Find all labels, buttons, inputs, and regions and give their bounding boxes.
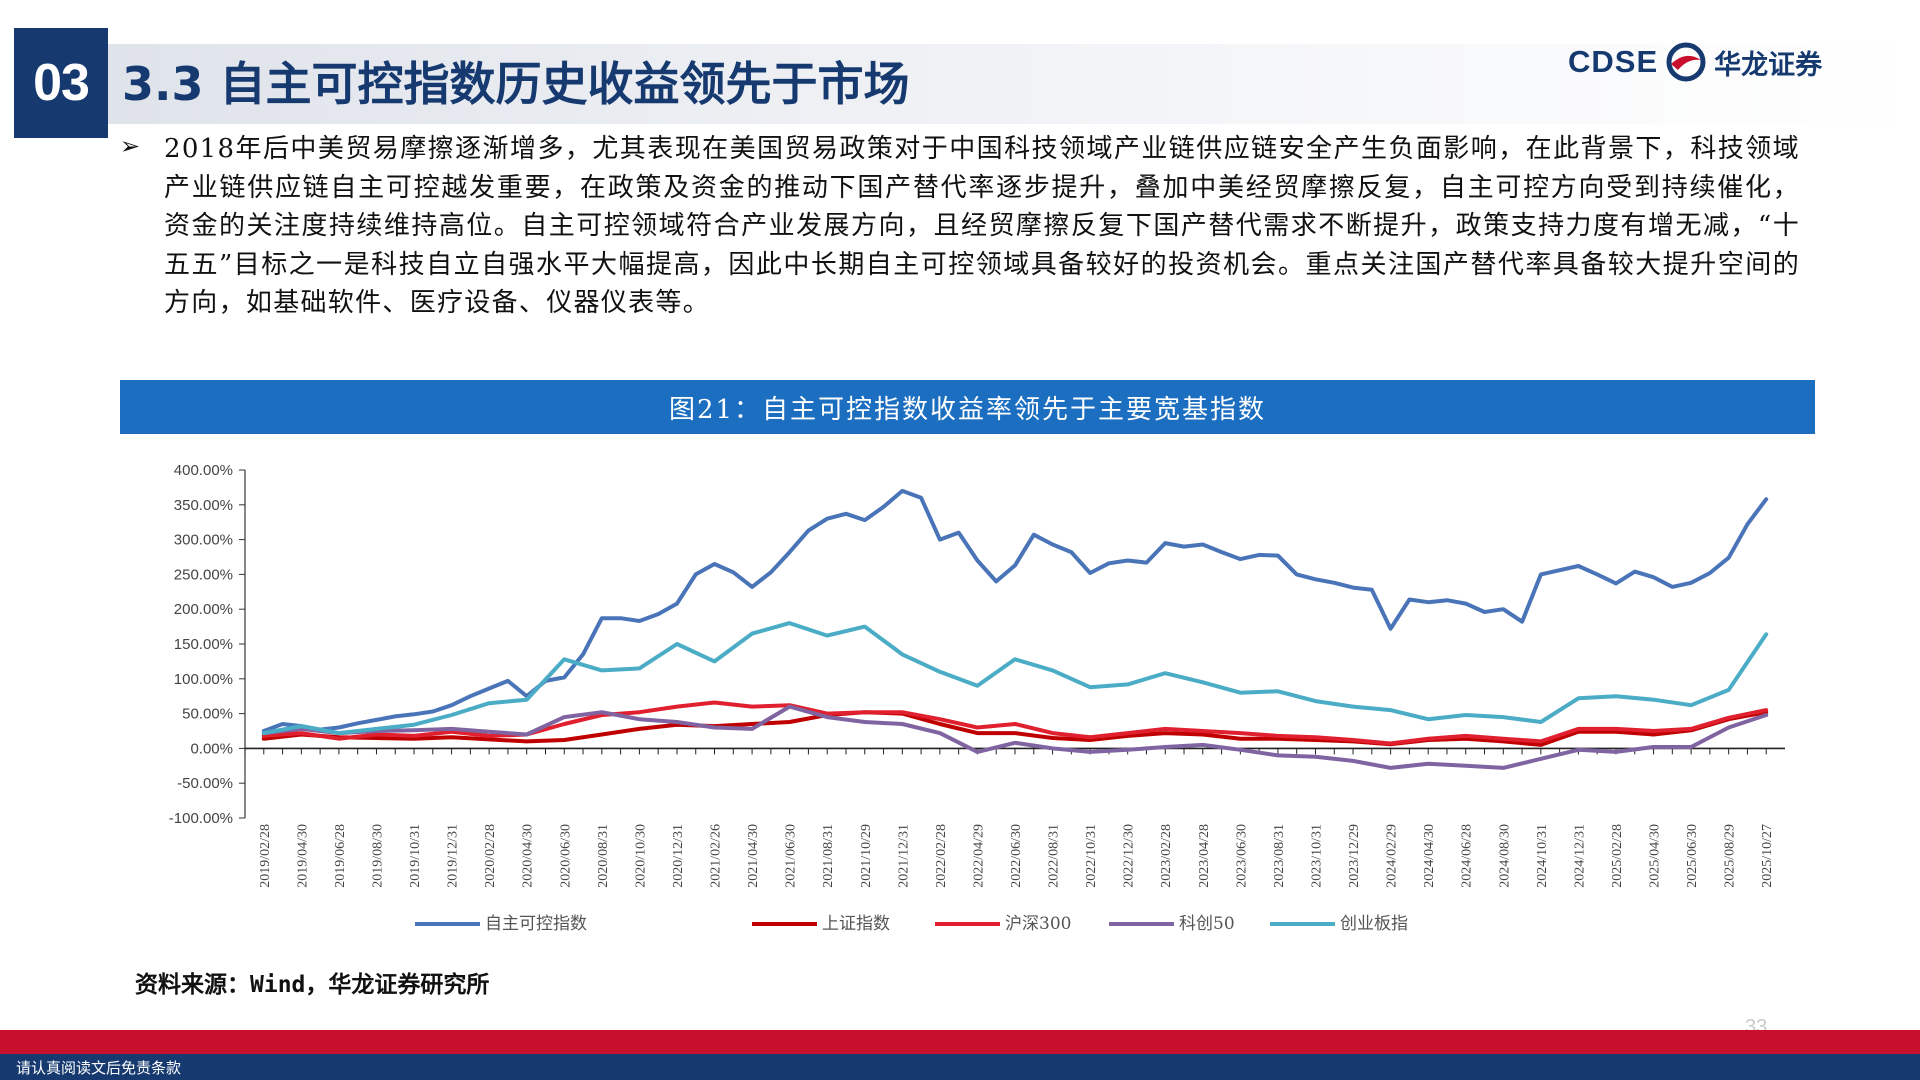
x-tick-label: 2025/08/29 — [1723, 824, 1738, 888]
series-line-2 — [261, 710, 1769, 747]
dragon-logo-icon — [1666, 42, 1706, 82]
x-tick-label: 2019/08/30 — [370, 824, 385, 888]
y-tick-label: 200.00% — [174, 601, 233, 618]
y-tick-label: 400.00% — [174, 462, 233, 479]
figure-caption: 图21：自主可控指数收益率领先于主要宽基指数 — [668, 394, 1267, 425]
x-tick-label: 2023/12/29 — [1347, 824, 1362, 888]
x-tick-label: 2021/12/31 — [896, 824, 911, 888]
x-tick-label: 2022/08/31 — [1047, 824, 1062, 888]
x-tick-label: 2019/12/31 — [446, 824, 461, 888]
x-tick-label: 2020/04/30 — [521, 824, 536, 888]
data-source: 资料来源：Wind，华龙证券研究所 — [135, 972, 490, 998]
x-tick-label: 2023/02/28 — [1159, 824, 1174, 888]
series-line-5 — [261, 621, 1769, 736]
y-tick-label: 300.00% — [174, 532, 233, 549]
x-tick-label: 2021/06/30 — [784, 824, 799, 888]
x-tick-label: 2019/10/31 — [408, 824, 423, 888]
x-tick-label: 2023/04/28 — [1197, 824, 1212, 888]
x-tick-label: 2023/06/30 — [1234, 824, 1249, 888]
x-tick-label: 2025/04/30 — [1648, 824, 1663, 888]
x-tick-label: 2023/10/31 — [1309, 824, 1324, 888]
x-tick-label: 2019/06/28 — [333, 824, 348, 888]
x-tick-label: 2019/02/28 — [258, 824, 273, 888]
x-tick-label: 2020/10/30 — [633, 824, 648, 888]
y-tick-label: 250.00% — [174, 566, 233, 583]
legend-label: 上证指数 — [822, 914, 890, 934]
x-tick-label: 2022/12/30 — [1122, 824, 1137, 888]
logo-chinese-name: 华龙证券 — [1714, 49, 1823, 81]
x-tick-label: 2025/10/27 — [1760, 824, 1775, 888]
y-tick-label: 150.00% — [174, 636, 233, 653]
bullet-paragraph: ➢ 2018年后中美贸易摩擦逐渐增多，尤其表现在美国贸易政策对于中国科技领域产业… — [120, 130, 1800, 323]
x-tick-label: 2022/06/30 — [1009, 824, 1024, 888]
line-chart: 400.00% 350.00% 300.00% 250.00% 200.00% 150.0… — [169, 462, 1785, 934]
x-tick-label: 2022/02/28 — [934, 824, 949, 888]
footer-bar: 请认真阅读文后免责条款 — [0, 1054, 1920, 1080]
bullet-text: 2018年后中美贸易摩擦逐渐增多，尤其表现在美国贸易政策对于中国科技领域产业链供… — [164, 134, 1800, 318]
section-number-badge: 03 — [14, 28, 108, 138]
legend-label: 沪深300 — [1005, 914, 1071, 934]
y-tick-label: 0.00% — [190, 740, 233, 757]
footer-disclaimer: 请认真阅读文后免责条款 — [16, 1059, 182, 1077]
section-number: 03 — [33, 54, 90, 112]
title-band — [108, 44, 1920, 124]
x-tick-label: 2025/06/30 — [1685, 824, 1700, 888]
x-tick-label: 2019/04/30 — [295, 824, 310, 888]
y-tick-label: 350.00% — [174, 497, 233, 514]
y-tick-label: 100.00% — [174, 671, 233, 688]
x-tick-label: 2021/08/31 — [821, 824, 836, 888]
x-tick-label: 2020/12/31 — [671, 824, 686, 888]
y-tick-label: -50.00% — [177, 775, 233, 792]
legend-label: 科创50 — [1179, 914, 1235, 934]
series-line-4 — [261, 704, 1769, 770]
y-tick-label: 50.00% — [182, 706, 233, 723]
x-tick-label: 2021/10/29 — [859, 824, 874, 888]
x-tick-label: 2024/10/31 — [1535, 824, 1550, 888]
x-tick-label: 2020/02/28 — [483, 824, 498, 888]
figure-caption-bar: 图21：自主可控指数收益率领先于主要宽基指数 — [120, 380, 1815, 434]
x-tick-label: 2024/08/30 — [1497, 824, 1512, 888]
logo-text: CDSE — [1568, 44, 1659, 79]
x-tick-label: 2024/02/29 — [1385, 824, 1400, 888]
x-tick-label: 2024/12/31 — [1572, 824, 1587, 888]
x-tick-label: 2022/04/29 — [971, 824, 986, 888]
page-title: 3.3 自主可控指数历史收益领先于市场 — [122, 57, 910, 111]
x-tick-label: 2025/02/28 — [1610, 824, 1625, 888]
x-tick-label: 2021/04/30 — [746, 824, 761, 888]
x-tick-label: 2023/08/31 — [1272, 824, 1287, 888]
x-tick-label: 2020/06/30 — [558, 824, 573, 888]
x-tick-label: 2024/06/28 — [1460, 824, 1475, 888]
x-tick-label: 2022/10/31 — [1084, 824, 1099, 888]
x-tick-label: 2020/08/31 — [596, 824, 611, 888]
x-tick-label: 2021/02/26 — [709, 824, 724, 888]
y-tick-label: -100.00% — [169, 810, 233, 827]
footer-red-stripe — [0, 1030, 1920, 1054]
bullet-arrow-icon: ➢ — [120, 132, 141, 160]
legend-label: 自主可控指数 — [485, 914, 587, 934]
company-logo: CDSE 华龙证券 — [1568, 40, 1822, 84]
legend-label: 创业板指 — [1340, 914, 1408, 934]
series-line-1 — [261, 488, 1769, 733]
x-tick-label: 2024/04/30 — [1422, 824, 1437, 888]
